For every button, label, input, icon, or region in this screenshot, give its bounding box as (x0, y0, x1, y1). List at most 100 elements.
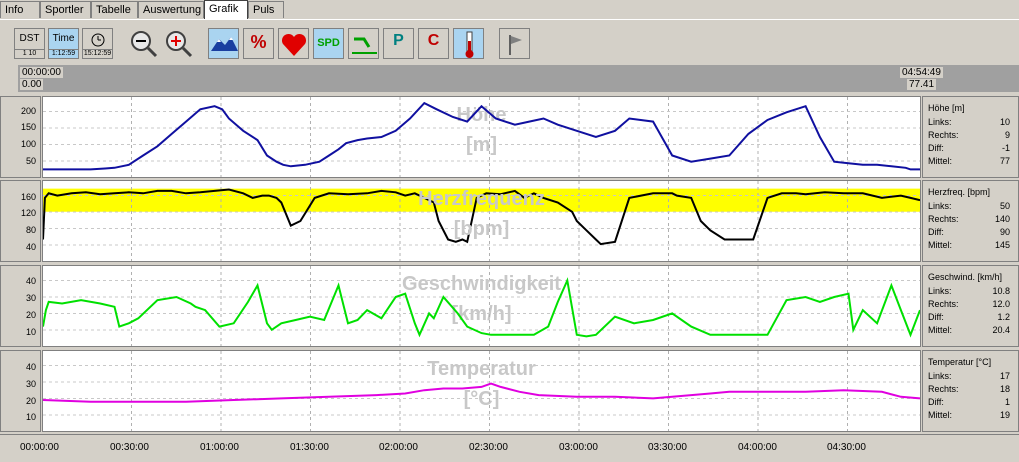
info-label: Links: (928, 286, 952, 296)
info-row: Diff: 1 (928, 397, 1014, 409)
info-value: 1.2 (997, 312, 1010, 322)
x-tick: 02:30:00 (469, 442, 508, 453)
info-label: Mittel: (928, 410, 953, 420)
altitude-y-axis: 200 150 100 50 (0, 96, 41, 178)
y-tick: 50 (25, 156, 36, 166)
info-label: Rechts: (928, 384, 959, 394)
info-label: Diff: (928, 143, 944, 153)
temperature-series-line (43, 382, 920, 403)
heartrate-zone-band (43, 188, 920, 212)
y-tick: 40 (25, 242, 36, 252)
calories-toggle-button[interactable]: C (418, 28, 449, 59)
heartrate-chart (43, 181, 920, 261)
info-label: Rechts: (928, 130, 959, 140)
heart-icon (281, 33, 307, 56)
x-tick: 01:30:00 (290, 442, 329, 453)
time-axis-sub: 1:12:59 (49, 49, 78, 57)
tab-sportler[interactable]: Sportler (40, 1, 91, 18)
y-tick: 10 (25, 327, 36, 337)
speed-y-axis: 40 30 20 10 (0, 265, 41, 347)
percent-toggle-button[interactable]: % (243, 28, 274, 59)
percent-label: % (250, 32, 267, 52)
tab-auswertung[interactable]: Auswertung (138, 1, 204, 18)
info-row: Links: 50 (928, 201, 1014, 213)
time-axis-button[interactable]: Time 1:12:59 (48, 28, 79, 59)
range-right-time: 04:54:49 (900, 67, 943, 78)
clock-axis-sub: 15:12:59 (83, 49, 112, 57)
info-row: Mittel: 20.4 (928, 325, 1014, 337)
info-title: Geschwind. [km/h] (928, 272, 1003, 282)
info-label: Mittel: (928, 240, 953, 250)
heartrate-info: Herzfreq. [bpm] Links: 50 Rechts: 140 Diff… (922, 180, 1019, 262)
marker-button[interactable] (499, 28, 530, 59)
info-label: Links: (928, 117, 952, 127)
altitude-series-line (43, 101, 920, 171)
tab-grafik[interactable]: Grafik (204, 0, 248, 19)
y-tick: 200 (20, 106, 36, 116)
speed-info: Geschwind. [km/h] Links: 10.8 Rechts: 12.0… (922, 265, 1019, 347)
temperature-toggle-button[interactable] (453, 28, 484, 59)
altitude-plot[interactable]: Höhe [m] (42, 96, 921, 178)
distance-axis-label: DST (19, 33, 40, 44)
speed-toggle-button[interactable]: SPD (313, 28, 344, 59)
zoom-out-button[interactable] (128, 28, 159, 59)
heartrate-plot[interactable]: Herzfrequenz [bpm] (42, 180, 921, 262)
info-label: Mittel: (928, 325, 953, 335)
info-value: 10.8 (992, 286, 1010, 296)
info-value: 9 (1004, 130, 1010, 140)
y-tick: 40 (25, 276, 36, 286)
zoom-in-icon (166, 31, 193, 58)
info-label: Diff: (928, 397, 944, 407)
info-row: Mittel: 145 (928, 240, 1014, 252)
info-value: 17 (999, 371, 1010, 381)
info-title: Temperatur [°C] (928, 357, 992, 367)
x-tick: 01:00:00 (200, 442, 239, 453)
tab-puls[interactable]: Puls (248, 1, 284, 18)
zoom-in-button[interactable] (163, 28, 194, 59)
info-row: Diff: -1 (928, 143, 1014, 155)
tab-info[interactable]: Info (0, 1, 40, 18)
info-row: Rechts: 12.0 (928, 299, 1014, 311)
time-range-bar[interactable]: 00:00:00 0.00 04:54:49 77.41 (18, 65, 1019, 92)
temperature-chart (43, 351, 920, 431)
info-label: Rechts: (928, 299, 959, 309)
x-tick: 00:30:00 (110, 442, 149, 453)
y-tick: 10 (25, 412, 36, 422)
y-tick: 160 (20, 192, 36, 202)
altitude-toggle-button[interactable] (208, 28, 239, 59)
info-row: Links: 10 (928, 117, 1014, 129)
y-tick: 20 (25, 310, 36, 320)
info-value: 10 (999, 117, 1010, 127)
info-value: 20.4 (992, 325, 1010, 335)
info-row: Diff: 90 (928, 227, 1014, 239)
y-tick: 120 (20, 208, 36, 218)
info-row: Links: 10.8 (928, 286, 1014, 298)
heartrate-toggle-button[interactable] (278, 28, 309, 59)
temperature-plot[interactable]: Temperatur [°C] (42, 350, 921, 432)
y-tick: 100 (20, 139, 36, 149)
x-tick: 03:00:00 (559, 442, 598, 453)
temperature-info: Temperatur [°C] Links: 17 Rechts: 18 Diff:… (922, 350, 1019, 432)
tab-tabelle[interactable]: Tabelle (91, 1, 138, 18)
info-value: 90 (999, 227, 1010, 237)
x-tick: 04:30:00 (827, 442, 866, 453)
speed-plot[interactable]: Geschwindigkeit [km/h] (42, 265, 921, 347)
clock-axis-button[interactable]: 15:12:59 (82, 28, 113, 59)
range-right-value: 77.41 (907, 79, 937, 90)
speed-series-line (43, 277, 920, 338)
x-tick: 00:00:00 (20, 442, 59, 453)
cadence-toggle-button[interactable] (348, 28, 379, 59)
temperature-y-axis: 40 30 20 10 (0, 350, 41, 432)
info-value: 140 (994, 214, 1010, 224)
power-toggle-button[interactable]: P (383, 28, 414, 59)
distance-axis-button[interactable]: DST 1 10 (14, 28, 45, 59)
altitude-info: Höhe [m] Links: 10 Rechts: 9 Diff: -1 Mitte… (922, 96, 1019, 178)
speed-title: Geschwindigkeit (402, 273, 561, 295)
distance-axis-sub: 1 10 (15, 49, 44, 57)
info-label: Diff: (928, 312, 944, 322)
info-value: 50 (999, 201, 1010, 211)
info-row: Diff: 1.2 (928, 312, 1014, 324)
info-value: 12.0 (992, 299, 1010, 309)
cadence-icon (352, 37, 377, 54)
y-tick: 40 (25, 362, 36, 372)
